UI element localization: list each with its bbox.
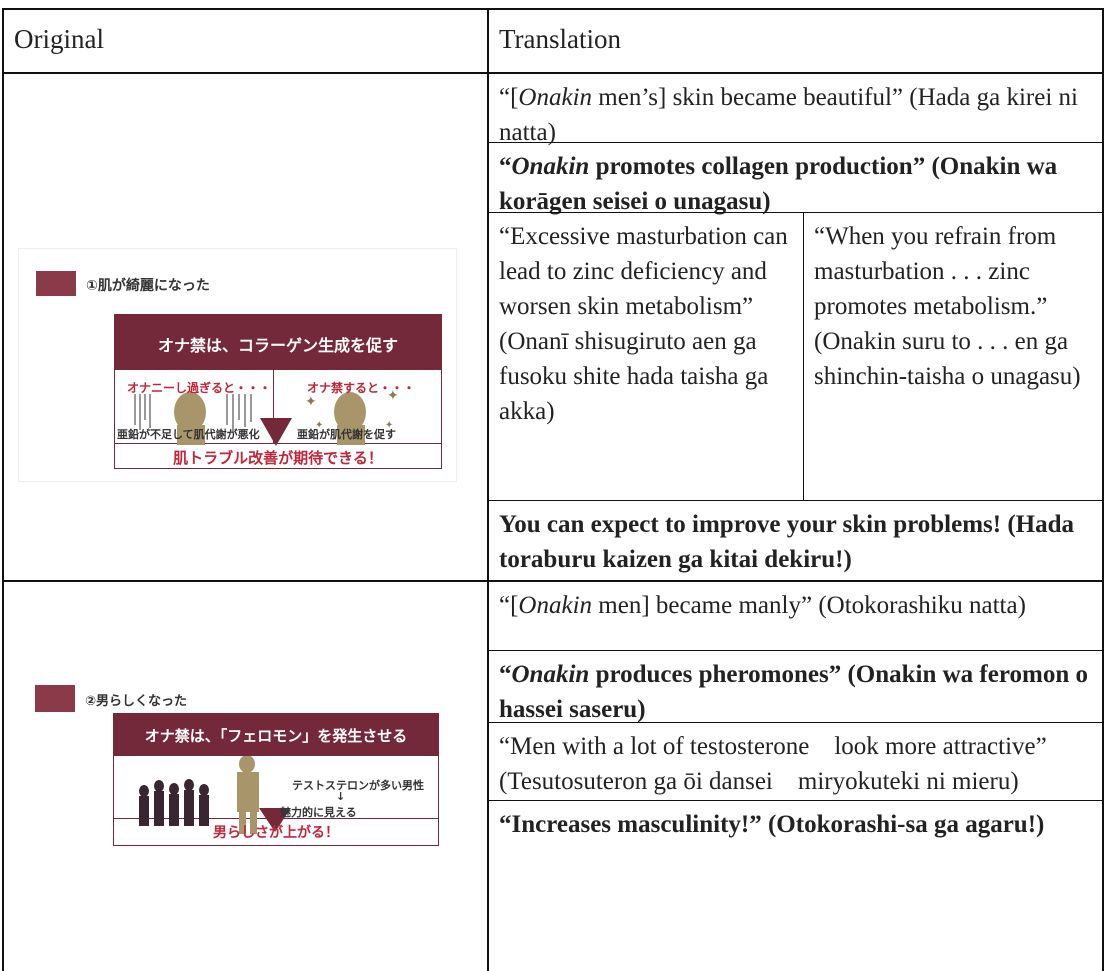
original-cell [2, 72, 487, 580]
illustration-text: 魅力的に見える [280, 806, 357, 819]
cell-text: “Onakin produces pheromones” (Onakin wa … [499, 657, 1096, 727]
translation-cell: “[Onakin men] became manly” (Otokorashik… [487, 580, 1104, 650]
text-run: promotes collagen production” (Onakin wa… [499, 153, 1058, 215]
conclusion: 肌トラブル改善が期待できる！ [173, 449, 383, 467]
border [1102, 8, 1104, 971]
panel: オナ禁は、「フェロモン」を発生させる テストステロンが多い男性 ↓ 魅力的に見え… [113, 713, 439, 846]
illustration-text: ↓ [336, 790, 346, 803]
text-run: “Increases masculinity!” (Otokorashi-sa … [499, 811, 1045, 838]
text-run: produces pheromones” (Onakin wa feromon … [499, 661, 1088, 723]
text-run: “Excessive masturbation can lead to zinc… [499, 223, 788, 425]
illustration-text: テストステロンが多い男性 [292, 779, 424, 792]
translation-cell: “Increases masculinity!” (Otokorashi-sa … [487, 800, 1104, 971]
text-run: “Men with a lot of testosterone look mor… [499, 733, 1047, 795]
translation-cell: You can expect to improve your skin prob… [487, 500, 1104, 580]
panel-title: オナ禁は、「フェロモン」を発生させる [144, 727, 408, 745]
text-run: Onakin [511, 153, 590, 180]
header-cell: Translation [487, 8, 1104, 72]
text-run: Onakin [518, 592, 593, 619]
text-run: Onakin [511, 661, 590, 688]
text-run: Onakin [518, 84, 593, 111]
translation-cell: “[Onakin men’s] skin became beautiful” (… [487, 72, 1104, 146]
svg-text:✦: ✦ [305, 395, 317, 410]
text-run: “ [499, 661, 512, 688]
header-text: Translation [499, 24, 622, 54]
translation-cell: “Excessive masturbation can lead to zinc… [487, 212, 803, 500]
sub-heading: オナ禁すると・・・ [307, 381, 416, 395]
translation-cell: “Men with a lot of testosterone look mor… [487, 722, 1104, 800]
conclusion: 男らしさが上がる！ [213, 825, 339, 841]
cell-text: “Onakin promotes collagen production” (O… [499, 149, 1096, 219]
header-text: Original [14, 24, 104, 54]
title-bar [115, 315, 441, 370]
text-run: men] became manly” (Otokorashiku natta) [592, 592, 1026, 619]
image: ②男らしくなった オナ禁は、「フェロモン」を発生させる テストステロンが多い男性… [18, 672, 455, 852]
cell-text: “Excessive masturbation can lead to zinc… [499, 219, 795, 429]
translation-cell: “When you refrain from masturbation . . … [803, 212, 1104, 500]
cell-text: “Men with a lot of testosterone look mor… [499, 729, 1096, 799]
caption: ②男らしくなった [85, 694, 188, 709]
header-cell: Original [2, 8, 487, 72]
divider [273, 370, 274, 444]
cell-text: “When you refrain from masturbation . . … [814, 219, 1096, 394]
text-run: “[ [499, 84, 519, 111]
cell-text: You can expect to improve your skin prob… [499, 507, 1096, 577]
illustration [139, 756, 291, 834]
text-run: “[ [499, 592, 519, 619]
text-run: “ [499, 153, 512, 180]
caption: ①肌が綺麗になった [86, 278, 210, 294]
cell-text: “[Onakin men] became manly” (Otokorashik… [499, 588, 1096, 623]
translation-cell: “Onakin produces pheromones” (Onakin wa … [487, 650, 1104, 723]
panel: オナ禁は、コラーゲン生成を促す ✦ ✦ ✦ ✦ オナニーし過ぎると・・・ オナ禁すると… [114, 314, 442, 469]
cell-text: “[Onakin men’s] skin became beautiful” (… [499, 80, 1096, 150]
svg-text:✦: ✦ [315, 420, 323, 431]
sub-caption: 亜鉛が肌代謝を促す [297, 428, 396, 441]
text-run: You can expect to improve your skin prob… [499, 511, 1075, 573]
text-run: men’s] skin became beautiful” (Hada ga k… [499, 84, 1078, 146]
text-run: “When you refrain from masturbation . . … [814, 223, 1081, 390]
panel-title: オナ禁は、コラーゲン生成を促す [157, 336, 398, 355]
image: ①肌が綺麗になった オナ禁は、コラーゲン生成を促す ✦ ✦ ✦ ✦ オナニーし過ぎると… [18, 248, 457, 482]
sub-heading: オナニーし過ぎると・・・ [127, 381, 272, 395]
sub-caption: 亜鉛が不足して肌代謝が悪化 [117, 428, 260, 441]
divider [115, 443, 441, 444]
marker [36, 271, 76, 296]
title-bar [114, 714, 438, 756]
marker [35, 685, 75, 712]
cell-text: “Increases masculinity!” (Otokorashi-sa … [499, 807, 1096, 842]
svg-text:✦: ✦ [387, 389, 399, 404]
svg-text:✦: ✦ [385, 420, 393, 431]
original-cell [2, 580, 487, 971]
translation-cell: “Onakin promotes collagen production” (O… [487, 142, 1104, 215]
illustration: ✦ ✦ ✦ ✦ [134, 389, 399, 446]
